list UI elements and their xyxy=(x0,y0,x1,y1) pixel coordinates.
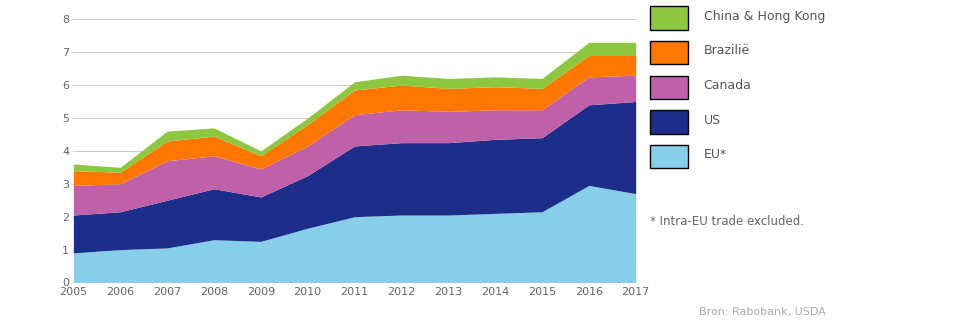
Text: Canada: Canada xyxy=(702,79,750,92)
FancyBboxPatch shape xyxy=(650,145,687,168)
Text: US: US xyxy=(702,114,720,126)
FancyBboxPatch shape xyxy=(650,41,687,64)
FancyBboxPatch shape xyxy=(650,76,687,99)
Text: Brazilië: Brazilië xyxy=(702,44,749,57)
Text: EU*: EU* xyxy=(702,148,726,161)
FancyBboxPatch shape xyxy=(650,110,687,134)
Text: Bron: Rabobank, USDA: Bron: Rabobank, USDA xyxy=(699,307,826,317)
Text: * Intra-EU trade excluded.: * Intra-EU trade excluded. xyxy=(650,215,803,228)
Text: China & Hong Kong: China & Hong Kong xyxy=(702,10,825,22)
FancyBboxPatch shape xyxy=(650,6,687,30)
